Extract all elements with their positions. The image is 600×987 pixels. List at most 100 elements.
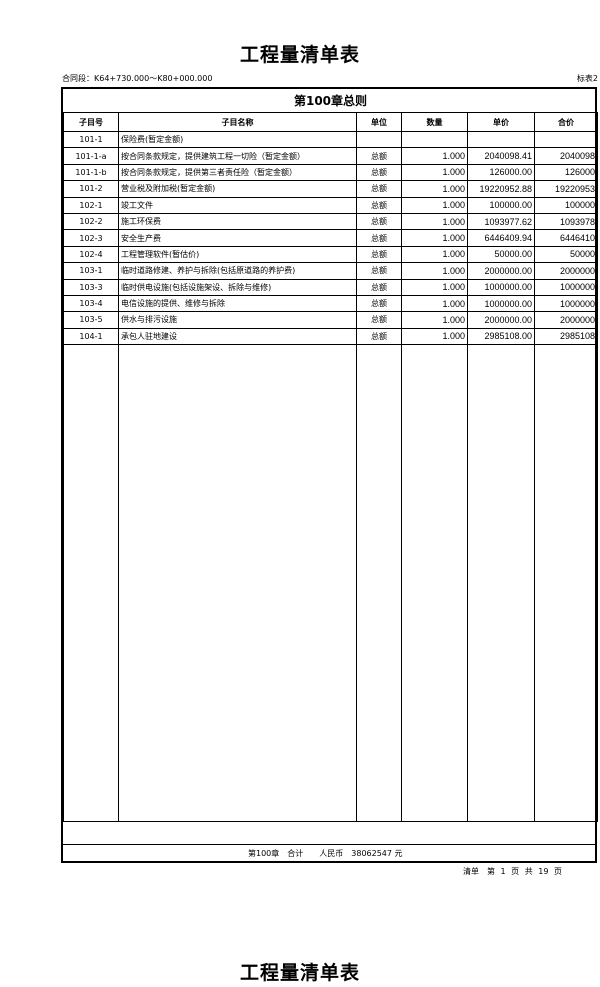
empty-filler-row bbox=[63, 344, 598, 823]
table-row: 102-4 工程管理软件(暂估价) 总额 1.000 50000.00 50000 bbox=[63, 245, 598, 264]
table-cell: 电信设施的提供、维修与拆除 bbox=[118, 294, 357, 313]
table-row: 101-1-a 按合同条款规定，提供建筑工程一切险（暂定金额） 总额 1.000 204… bbox=[63, 147, 598, 165]
table-cell: 19220953 bbox=[534, 180, 598, 198]
table-cell: 103-3 bbox=[63, 278, 119, 296]
table-cell: 1.000 bbox=[401, 147, 468, 165]
column-header: 子目号 bbox=[63, 112, 119, 132]
table-cell: 2040098.41 bbox=[467, 147, 535, 165]
table-cell: 2000000 bbox=[534, 311, 598, 329]
page-title: 工程量清单表 bbox=[239, 44, 360, 66]
table-cell: 总额 bbox=[356, 212, 402, 231]
table-cell bbox=[356, 130, 402, 149]
table-cell: 103-4 bbox=[63, 294, 119, 313]
table-cell: 总额 bbox=[356, 245, 402, 264]
table-row: 102-3 安全生产费 总额 1.000 6446409.94 6446410 bbox=[63, 229, 598, 247]
table-cell: 101-1-a bbox=[63, 147, 119, 165]
table-cell bbox=[534, 130, 598, 149]
table-cell: 1.000 bbox=[401, 294, 468, 313]
chapter-total: 第100章 合计 人民币 38062547 元 bbox=[63, 844, 595, 861]
column-header: 单价 bbox=[467, 112, 535, 132]
table-cell: 营业税及附加税(暂定金额) bbox=[118, 180, 357, 198]
table-row: 101-2 营业税及附加税(暂定金额) 总额 1.000 19220952.88 1922… bbox=[63, 180, 598, 198]
column-header: 合价 bbox=[534, 112, 598, 132]
empty-cell bbox=[534, 344, 598, 823]
table-cell: 临时供电设施(包括设施架设、拆除与维修) bbox=[118, 278, 357, 296]
header-row: 子目号 子目名称 单位 数量 单价 合价 bbox=[63, 112, 598, 132]
table-cell: 临时道路修建、养护与拆除(包括原道路的养护费) bbox=[118, 262, 357, 280]
table-cell: 按合同条款规定，提供建筑工程一切险（暂定金额） bbox=[118, 147, 357, 165]
table-cell: 126000.00 bbox=[467, 163, 535, 182]
table-cell: 1000000.00 bbox=[467, 278, 535, 296]
table-cell: 103-5 bbox=[63, 311, 119, 329]
empty-cell bbox=[356, 344, 402, 823]
table-cell: 102-1 bbox=[63, 196, 119, 214]
table-cell: 1093977.62 bbox=[467, 212, 535, 231]
table-cell: 101-1-b bbox=[63, 163, 119, 182]
table-cell: 竣工文件 bbox=[118, 196, 357, 214]
table-cell: 102-4 bbox=[63, 245, 119, 264]
table-cell: 2000000 bbox=[534, 262, 598, 280]
table-cell: 50000.00 bbox=[467, 245, 535, 264]
table-cell: 2985108 bbox=[534, 327, 598, 346]
table-cell: 按合同条款规定，提供第三者责任险（暂定金额） bbox=[118, 163, 357, 182]
table-cell: 总额 bbox=[356, 294, 402, 313]
table-cell: 1.000 bbox=[401, 180, 468, 198]
contract-section: 合同段：K64+730.000～K80+000.000 bbox=[62, 74, 213, 83]
empty-cell bbox=[63, 344, 119, 823]
table-cell: 1.000 bbox=[401, 245, 468, 264]
table-cell: 100000.00 bbox=[467, 196, 535, 214]
table-row: 102-2 施工环保费 总额 1.000 1093977.62 1093978 bbox=[63, 212, 598, 231]
table-cell: 6446409.94 bbox=[467, 229, 535, 247]
table-cell: 104-1 bbox=[63, 327, 119, 346]
table-row: 103-1 临时道路修建、养护与拆除(包括原道路的养护费) 总额 1.000 20000… bbox=[63, 262, 598, 280]
table-cell: 保险费(暂定金额) bbox=[118, 130, 357, 149]
table-cell: 供水与排污设施 bbox=[118, 311, 357, 329]
table-cell: 101-1 bbox=[63, 130, 119, 149]
table-cell: 2000000.00 bbox=[467, 311, 535, 329]
table-cell: 103-1 bbox=[63, 262, 119, 280]
table-cell: 6446410 bbox=[534, 229, 598, 247]
table-cell bbox=[401, 130, 468, 149]
table-row: 103-4 电信设施的提供、维修与拆除 总额 1.000 1000000.00 10000… bbox=[63, 294, 598, 313]
column-header: 子目名称 bbox=[118, 112, 357, 132]
bill-table: 第100章总则 子目号 子目名称 单位 数量 单价 合价 101-1 保险费(暂定金额) 10… bbox=[63, 89, 598, 823]
table-cell: 总额 bbox=[356, 327, 402, 346]
table-row: 101-1-b 按合同条款规定，提供第三者责任险（暂定金额） 总额 1.000 1260… bbox=[63, 163, 598, 182]
empty-cell bbox=[401, 344, 468, 823]
table-row: 103-5 供水与排污设施 总额 1.000 2000000.00 2000000 bbox=[63, 311, 598, 329]
table-cell: 1093978 bbox=[534, 212, 598, 231]
table-cell: 安全生产费 bbox=[118, 229, 357, 247]
table-row: 103-3 临时供电设施(包括设施架设、拆除与维修) 总额 1.000 1000000.… bbox=[63, 278, 598, 296]
table-cell: 总额 bbox=[356, 147, 402, 165]
table-cell: 1.000 bbox=[401, 196, 468, 214]
empty-cell bbox=[467, 344, 535, 823]
table-cell: 50000 bbox=[534, 245, 598, 264]
table-cell: 总额 bbox=[356, 229, 402, 247]
table-cell: 102-3 bbox=[63, 229, 119, 247]
table-cell: 1.000 bbox=[401, 262, 468, 280]
column-header: 数量 bbox=[401, 112, 468, 132]
empty-cell bbox=[118, 344, 357, 823]
next-page-title: 工程量清单表 bbox=[239, 962, 360, 984]
table-cell: 总额 bbox=[356, 196, 402, 214]
table-cell: 总额 bbox=[356, 278, 402, 296]
table-cell: 总额 bbox=[356, 311, 402, 329]
table-number: 标表2 bbox=[576, 74, 598, 83]
table-cell: 1.000 bbox=[401, 212, 468, 231]
chapter-title: 第100章总则 bbox=[63, 89, 598, 113]
table-cell: 1.000 bbox=[401, 229, 468, 247]
table-cell: 100000 bbox=[534, 196, 598, 214]
table-cell: 2040098 bbox=[534, 147, 598, 165]
table-cell: 总额 bbox=[356, 180, 402, 198]
table-row: 101-1 保险费(暂定金额) bbox=[63, 130, 598, 149]
table-row: 102-1 竣工文件 总额 1.000 100000.00 100000 bbox=[63, 196, 598, 214]
table-cell: 1.000 bbox=[401, 327, 468, 346]
table-cell: 总额 bbox=[356, 163, 402, 182]
page-footer: 清单 第 1 页 共 19 页 bbox=[463, 867, 562, 876]
table-cell: 1.000 bbox=[401, 278, 468, 296]
table-cell: 1000000.00 bbox=[467, 294, 535, 313]
table-cell: 2985108.00 bbox=[467, 327, 535, 346]
table-cell bbox=[467, 130, 535, 149]
table-cell: 1.000 bbox=[401, 163, 468, 182]
table-row: 104-1 承包人驻地建设 总额 1.000 2985108.00 2985108 bbox=[63, 327, 598, 346]
